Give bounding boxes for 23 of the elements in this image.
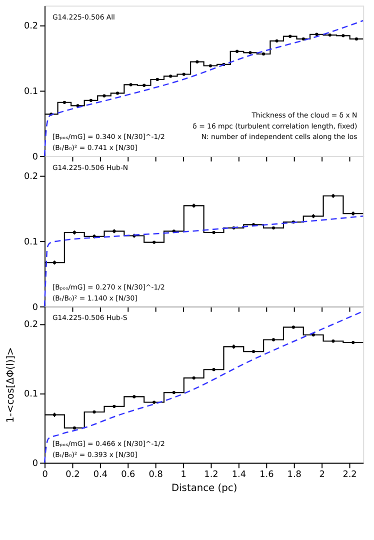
y-tick-label: 0.2 — [24, 320, 38, 330]
x-tick-label: 2.2 — [342, 470, 357, 480]
x-tick-label: 2 — [319, 470, 325, 480]
y-tick-label: 0.1 — [24, 87, 38, 98]
y-tick-label: 0 — [32, 302, 38, 313]
x-tick-label: 1 — [180, 470, 186, 480]
x-axis-title: Distance (pc) — [171, 482, 238, 494]
x-tick-label: 1.6 — [260, 470, 274, 480]
x-tick-label: 0.2 — [66, 470, 80, 480]
x-tick-label: 1.2 — [204, 470, 218, 480]
x-tick-label: 0.6 — [121, 470, 136, 480]
x-tick-label: 0.4 — [93, 470, 108, 480]
y-tick-label: 0.1 — [24, 390, 38, 400]
y-tick-label: 0 — [32, 459, 38, 470]
y-axis-title: 1-<cos[ΔΦ(l)]> — [5, 347, 16, 423]
x-tick-label: 0.8 — [148, 470, 164, 480]
x-tick-label: 1.4 — [232, 470, 246, 480]
y-tick-label: 0 — [32, 152, 38, 162]
x-tick-label: 0 — [42, 470, 48, 480]
y-tick-label: 0.2 — [24, 172, 38, 182]
y-tick-label: 0.2 — [24, 22, 38, 32]
x-tick-label: 1.8 — [287, 470, 302, 480]
y-tick-label: 0.1 — [24, 237, 38, 248]
